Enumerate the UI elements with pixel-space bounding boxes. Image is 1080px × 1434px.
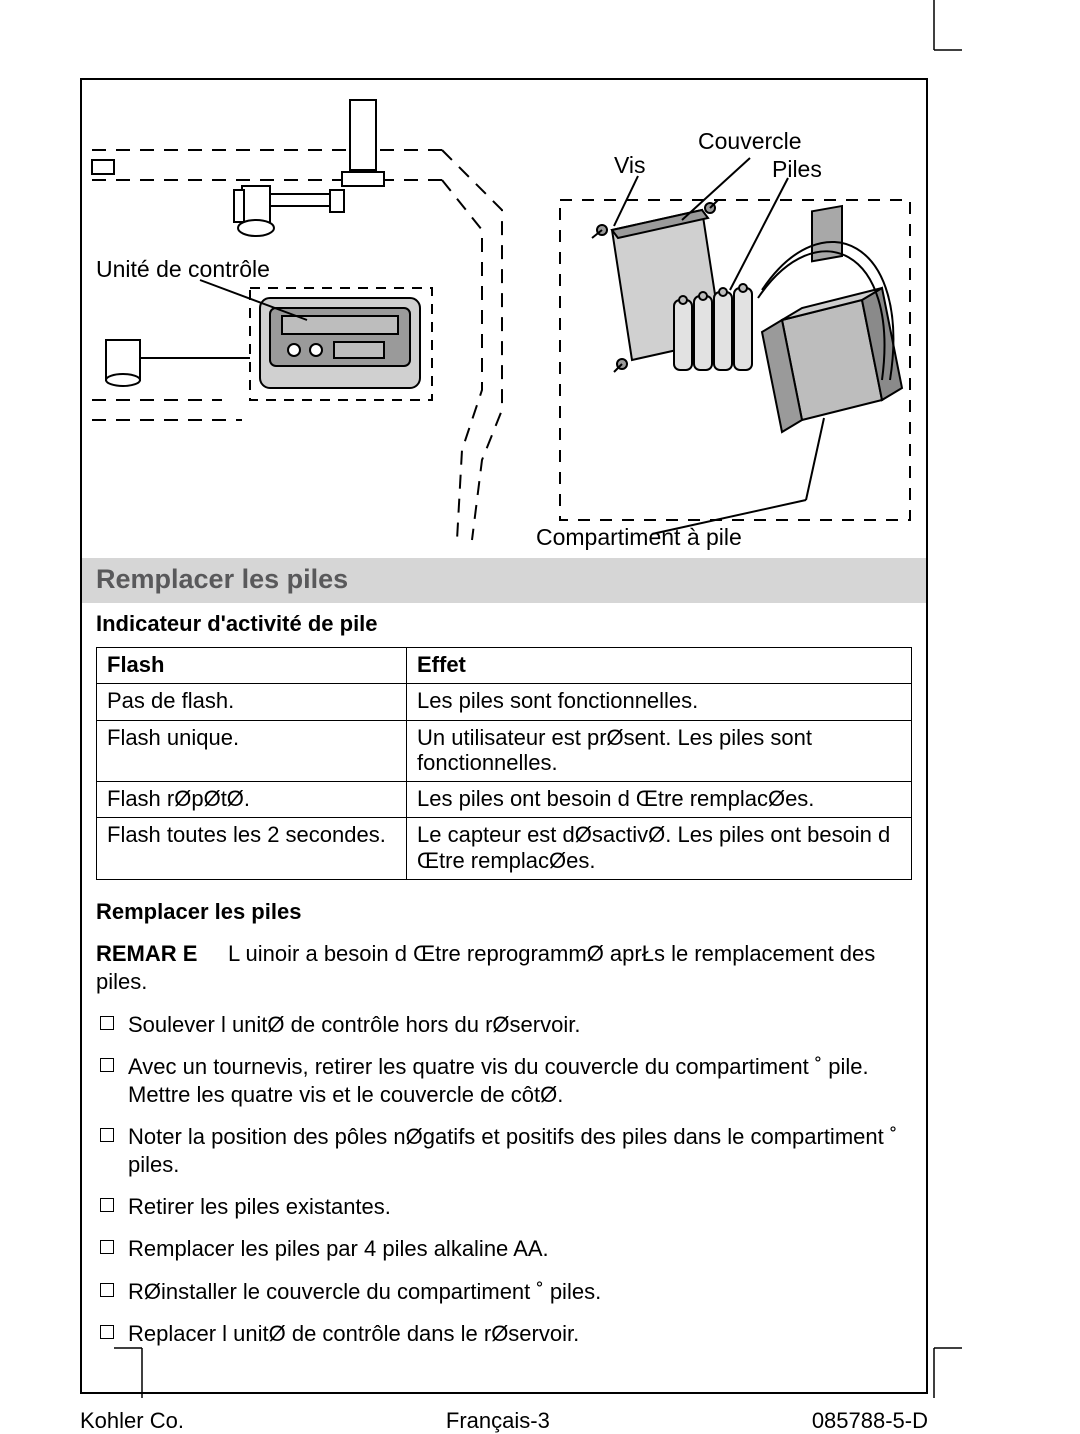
steps-list: Soulever l unitØ de contrôle hors du rØs… xyxy=(96,1011,912,1362)
list-item: RØinstaller le couvercle du compartiment… xyxy=(96,1278,912,1320)
label-unite: Unité de contrôle xyxy=(96,256,270,283)
table-row: Pas de ﬂash. Les piles sont fonctionnell… xyxy=(97,684,912,720)
list-item: Noter la position des pôles nØgatifs et … xyxy=(96,1123,912,1193)
table-col-flash: Flash xyxy=(97,648,407,684)
indicator-table: Flash Effet Pas de ﬂash. Les piles sont … xyxy=(96,647,912,880)
footer-center: Français-3 xyxy=(446,1408,550,1434)
label-couvercle: Couvercle xyxy=(698,128,802,155)
list-item: Retirer les piles existantes. xyxy=(96,1193,912,1235)
crop-mark-top xyxy=(928,0,968,60)
crop-mark-br xyxy=(928,1338,968,1398)
body-heading: Remplacer les piles xyxy=(96,898,912,926)
diagram: Unité de contrôle Vis Couvercle Piles Co… xyxy=(82,80,926,558)
footer-left: Kohler Co. xyxy=(80,1408,184,1434)
note-text: L uinoir a besoin d Œtre reprogrammØ apr… xyxy=(96,941,875,994)
table-header-row: Flash Effet xyxy=(97,648,912,684)
list-item: Soulever l unitØ de contrôle hors du rØs… xyxy=(96,1011,912,1053)
list-item: Remplacer les piles par 4 piles alkaline… xyxy=(96,1235,912,1277)
table-row: Flash toutes les 2 secondes. Le capteur … xyxy=(97,818,912,880)
page-frame: Unité de contrôle Vis Couvercle Piles Co… xyxy=(80,78,928,1394)
page-footer: Kohler Co. Français-3 085788-5-D xyxy=(80,1408,928,1434)
section-title: Remplacer les piles xyxy=(96,564,348,594)
note-paragraph: REMAR E L uinoir a besoin d Œtre reprogr… xyxy=(96,940,912,996)
body-block: Remplacer les piles REMAR E L uinoir a b… xyxy=(82,880,926,1392)
table-caption: Indicateur d'activité de pile xyxy=(82,603,926,647)
list-item: Avec un tournevis, retirer les quatre vi… xyxy=(96,1053,912,1123)
footer-right: 085788-5-D xyxy=(812,1408,928,1434)
label-piles: Piles xyxy=(772,156,822,183)
table-row: Flash unique. Un utilisateur est prØsent… xyxy=(97,720,912,782)
table-col-effet: Effet xyxy=(407,648,912,684)
note-label: REMAR E xyxy=(96,941,197,966)
label-vis: Vis xyxy=(614,152,646,179)
table-row: Flash rØpØtØ. Les piles ont besoin d Œtr… xyxy=(97,782,912,818)
list-item: Replacer l unitØ de contrôle dans le rØs… xyxy=(96,1320,912,1362)
section-title-bar: Remplacer les piles xyxy=(82,558,926,603)
label-compartiment: Compartiment à pile xyxy=(536,524,742,551)
